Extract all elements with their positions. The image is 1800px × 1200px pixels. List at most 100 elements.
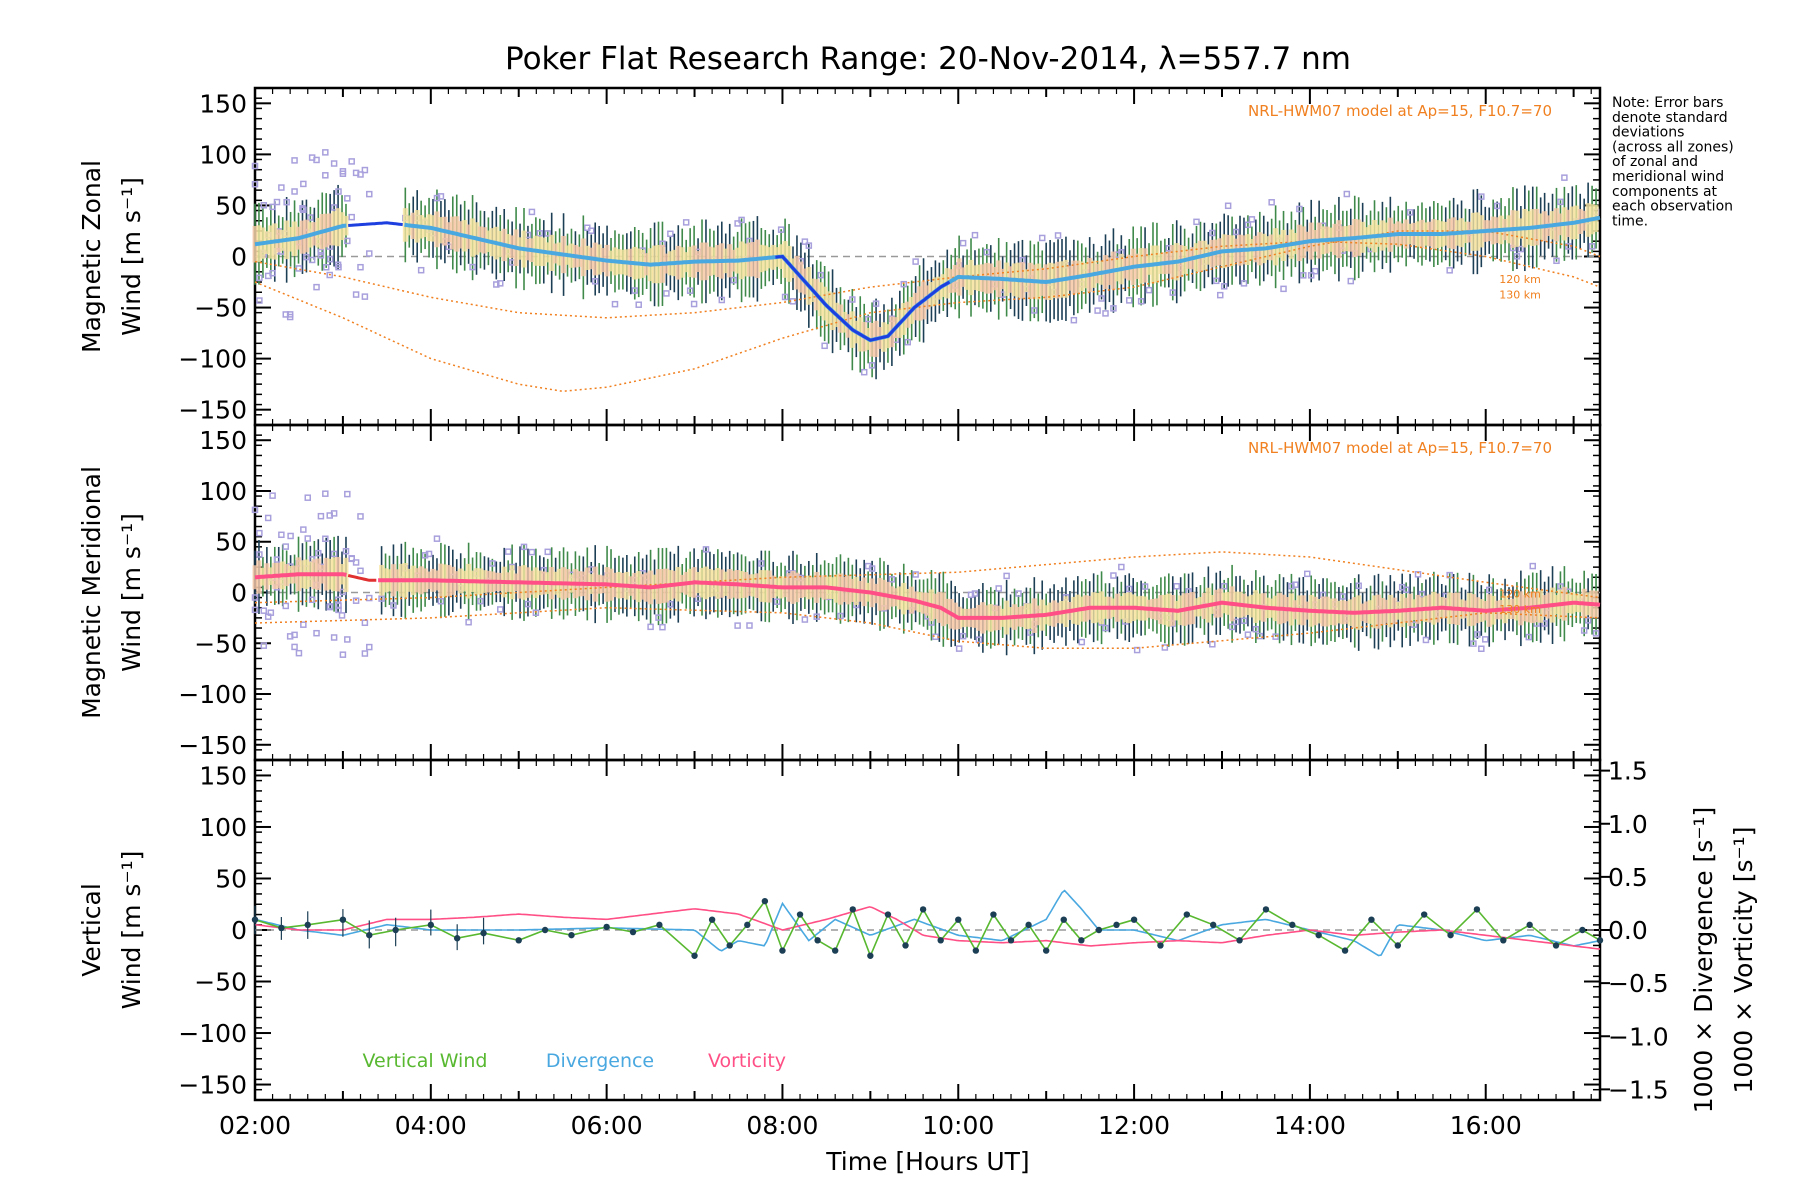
zone-scatter-point bbox=[813, 613, 820, 620]
zone-scatter-point bbox=[690, 300, 698, 308]
y2-tick-label: 0.5 bbox=[1608, 863, 1648, 892]
y-tick-label: −100 bbox=[178, 1019, 247, 1048]
vertical-wind-point bbox=[972, 947, 980, 954]
vertical-wind-point bbox=[1526, 921, 1533, 929]
zone-scatter-point bbox=[983, 248, 991, 256]
zone-scatter-point bbox=[1446, 571, 1453, 579]
zone-scatter-point bbox=[528, 208, 536, 216]
error-band bbox=[252, 203, 1599, 358]
zone-scatter-point bbox=[667, 600, 674, 608]
zone-scatter-point bbox=[1300, 272, 1307, 279]
zone-scatter-point bbox=[357, 567, 364, 575]
zone-scatter-point bbox=[304, 494, 311, 501]
zone-scatter-point bbox=[591, 278, 599, 285]
model-label: NRL-HWM07 model at Ap=15, F10.7=70 bbox=[1248, 102, 1552, 120]
zone-scatter-point bbox=[734, 220, 741, 227]
zone-scatter-point bbox=[313, 629, 320, 637]
zone-scatter-point bbox=[971, 231, 979, 239]
zone-scatter-point bbox=[335, 606, 342, 614]
zone-scatter-point bbox=[1561, 174, 1568, 181]
zone-scatter-point bbox=[1173, 583, 1180, 590]
zone-scatter-point bbox=[357, 513, 364, 520]
zone-scatter-point bbox=[1311, 267, 1319, 275]
zone-scatter-point bbox=[308, 596, 316, 604]
y-tick-label: 50 bbox=[215, 864, 247, 893]
zone-scatter-point bbox=[647, 623, 654, 631]
y-tick-label: 0 bbox=[231, 579, 247, 608]
vertical-wind-point bbox=[708, 916, 716, 923]
zone-scatter-point bbox=[338, 612, 346, 619]
y-tick-label: −100 bbox=[178, 345, 247, 374]
zone-scatter-point bbox=[330, 510, 338, 517]
zone-scatter-point bbox=[344, 490, 351, 498]
zone-scatter-point bbox=[300, 621, 307, 628]
zone-scatter-point bbox=[1126, 297, 1133, 304]
zone-scatter-point bbox=[1141, 583, 1149, 590]
zone-scatter-point bbox=[1220, 582, 1228, 590]
zone-scatter-point bbox=[308, 256, 316, 264]
zone-scatter-point bbox=[868, 565, 876, 572]
km-label-120: 120 km bbox=[1499, 588, 1541, 601]
zone-scatter-point bbox=[469, 263, 476, 271]
y-tick-label: −150 bbox=[178, 731, 247, 760]
zone-scatter-point bbox=[1529, 562, 1536, 570]
zone-scatter-point bbox=[477, 597, 484, 605]
y2-tick-label: 1.5 bbox=[1608, 757, 1648, 786]
vertical-wind-point bbox=[629, 928, 637, 936]
zone-scatter-point bbox=[1588, 243, 1596, 250]
zone-scatter-point bbox=[256, 297, 263, 304]
zone-scatter-point bbox=[1169, 289, 1177, 296]
vertical-wind-point bbox=[1368, 916, 1375, 923]
zone-scatter-point bbox=[1232, 618, 1240, 626]
zone-scatter-point bbox=[326, 603, 333, 611]
zone-scatter-point bbox=[256, 274, 263, 282]
zone-scatter-point bbox=[357, 263, 364, 271]
zone-scatter-point bbox=[465, 618, 472, 626]
zone-scatter-point bbox=[967, 591, 975, 599]
km-label-130: 130 km bbox=[1499, 288, 1541, 301]
zone-scatter-point bbox=[348, 213, 355, 221]
zone-scatter-point bbox=[317, 252, 325, 259]
zone-scatter-point bbox=[291, 643, 298, 651]
zone-scatter-point bbox=[821, 342, 828, 350]
zone-scatter-point bbox=[777, 226, 785, 233]
note-line: components at bbox=[1612, 184, 1718, 200]
zone-scatter-point bbox=[300, 526, 307, 533]
vertical-wind-point bbox=[1060, 916, 1067, 923]
zone-scatter-point bbox=[868, 362, 876, 369]
x-tick-label: 06:00 bbox=[571, 1111, 643, 1140]
model-label: NRL-HWM07 model at Ap=15, F10.7=70 bbox=[1248, 439, 1552, 457]
zone-scatter-point bbox=[1525, 633, 1533, 641]
zone-scatter-point bbox=[789, 298, 797, 305]
vertical-wind-point bbox=[1183, 911, 1191, 918]
vertical-wind-points bbox=[251, 897, 1604, 959]
vertical-wind-point bbox=[1025, 921, 1032, 929]
zone-scatter-point bbox=[1402, 586, 1410, 594]
vertical-wind-point bbox=[1095, 926, 1103, 934]
zone-scatter-point bbox=[1478, 645, 1485, 652]
vertical-wind-point bbox=[480, 929, 487, 937]
zone-scatter-point bbox=[425, 550, 433, 558]
zone-scatter-point bbox=[1347, 277, 1355, 285]
zone-scatter-point bbox=[864, 315, 872, 323]
zone-scatter-point bbox=[1513, 253, 1521, 260]
zone-scatter-point bbox=[300, 206, 307, 214]
zone-scatter-point bbox=[1418, 590, 1426, 598]
zone-scatter-point bbox=[773, 598, 781, 605]
vertical-wind-point bbox=[1113, 921, 1120, 929]
zone-scatter-point bbox=[260, 607, 268, 614]
zone-scatter-point bbox=[497, 606, 504, 613]
vertical-wind-point bbox=[1596, 937, 1604, 944]
zone-scatter-point bbox=[1003, 572, 1010, 580]
zone-scatter-point bbox=[251, 594, 259, 601]
zone-scatter-point bbox=[1580, 627, 1588, 634]
zone-scatter-point bbox=[307, 214, 314, 221]
zone-scatter-point bbox=[872, 300, 880, 307]
note-line: meridional wind bbox=[1612, 169, 1724, 185]
zone-scatter-point bbox=[746, 622, 753, 629]
zone-scatter-point bbox=[322, 149, 329, 156]
vertical-wind-point bbox=[1157, 942, 1164, 949]
vertical-wind-point bbox=[726, 942, 733, 949]
zone-scatter-point bbox=[286, 313, 294, 321]
vertical-wind-point bbox=[831, 947, 839, 954]
